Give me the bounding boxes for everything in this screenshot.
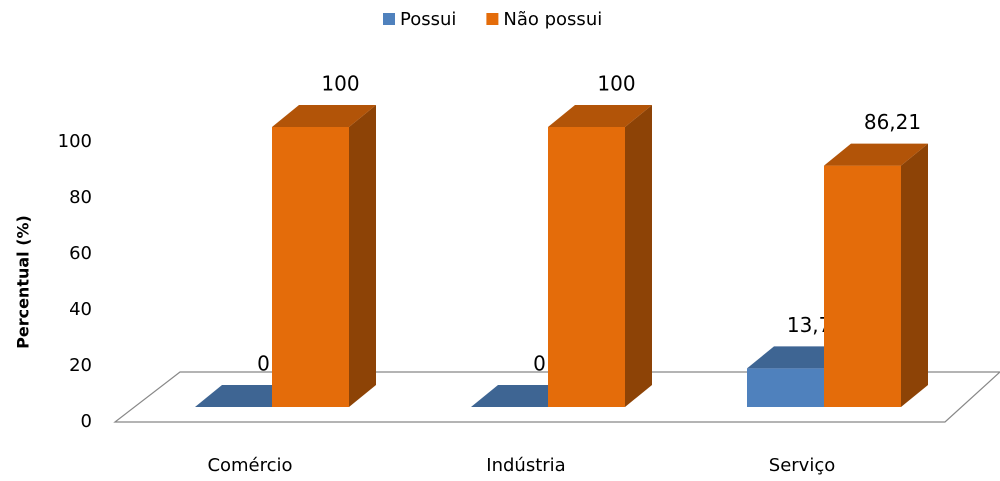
y-tick-label: 80	[69, 187, 92, 208]
bar-front	[548, 127, 625, 407]
y-tick-label: 100	[58, 131, 92, 152]
legend-label: Não possui	[503, 9, 602, 30]
bar-side	[901, 143, 928, 407]
bar-front	[272, 127, 349, 407]
x-tick-label: Serviço	[769, 455, 835, 476]
legend-swatch	[383, 13, 395, 25]
x-tick-label: Indústria	[486, 455, 565, 476]
y-tick-label: 60	[69, 243, 92, 264]
bar-top	[548, 105, 652, 127]
bar	[272, 105, 376, 407]
bar-side	[625, 105, 652, 407]
legend-swatch	[486, 13, 499, 25]
legend-label: Possui	[400, 9, 456, 30]
value-label: 100	[597, 72, 635, 96]
y-tick-label: 40	[69, 299, 92, 320]
bar	[824, 143, 928, 407]
bar-top	[824, 143, 928, 166]
value-label: 86,21	[864, 110, 921, 134]
value-label: 100	[321, 72, 359, 96]
y-tick-label: 0	[81, 411, 92, 432]
x-tick-label: Comércio	[207, 455, 292, 476]
bar-side	[349, 105, 376, 407]
bar	[548, 105, 652, 407]
bar-front	[747, 368, 824, 407]
y-tick-label: 20	[69, 355, 92, 376]
value-label: 0	[257, 352, 270, 376]
y-axis-label: Percentual (%)	[14, 215, 33, 349]
bar-front	[824, 165, 901, 407]
bar-top	[272, 105, 376, 127]
value-label: 0	[533, 352, 546, 376]
